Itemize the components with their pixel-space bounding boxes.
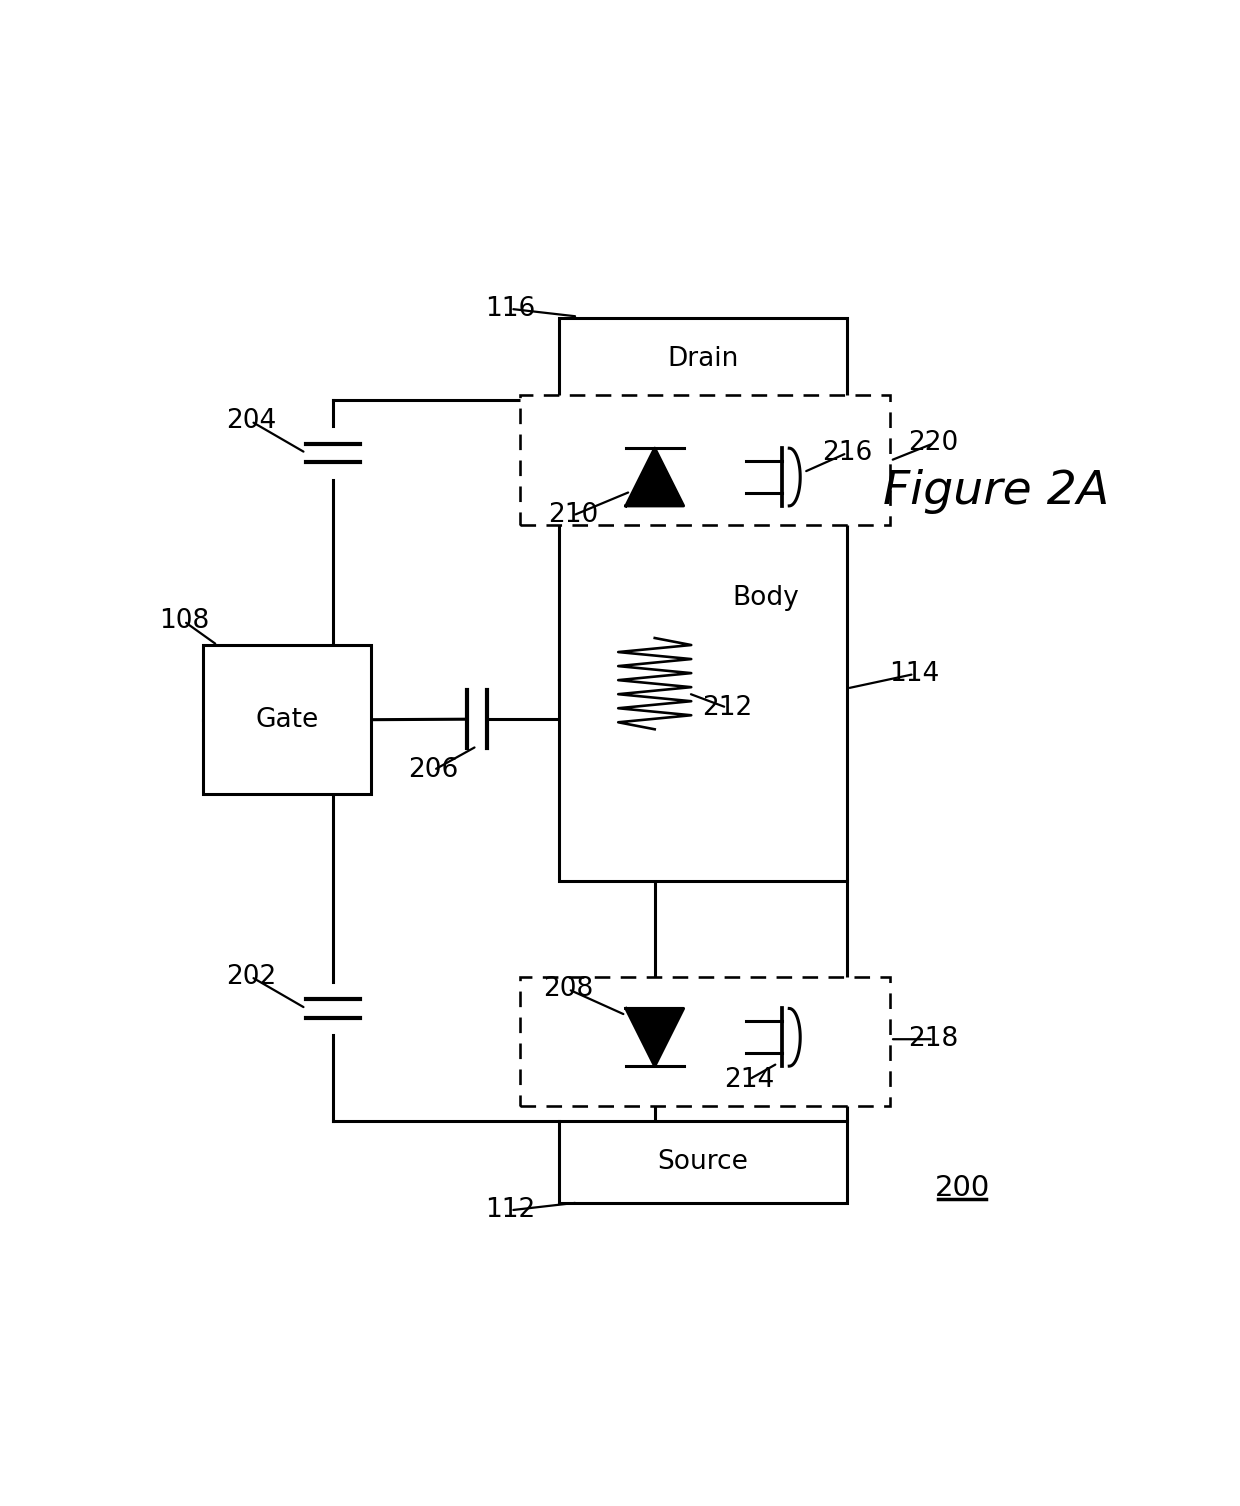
Text: 212: 212: [702, 694, 751, 721]
Text: 202: 202: [226, 964, 277, 989]
Text: Body: Body: [733, 586, 800, 611]
Text: 208: 208: [543, 976, 594, 1003]
Bar: [521, 977, 890, 1107]
Text: Figure 2A: Figure 2A: [883, 468, 1109, 514]
Bar: [558, 477, 847, 881]
Bar: [521, 396, 890, 526]
Text: Source: Source: [657, 1149, 748, 1175]
Text: 214: 214: [724, 1066, 774, 1092]
Text: 116: 116: [485, 295, 536, 322]
Text: 220: 220: [908, 431, 959, 456]
Bar: [558, 1120, 847, 1203]
Text: 206: 206: [408, 758, 459, 783]
Text: 114: 114: [889, 661, 940, 687]
Polygon shape: [626, 1009, 683, 1066]
Text: 210: 210: [548, 503, 598, 529]
Text: 108: 108: [159, 608, 210, 634]
Bar: [558, 318, 847, 401]
Text: 200: 200: [935, 1175, 990, 1202]
Text: Drain: Drain: [667, 346, 739, 372]
Bar: [203, 645, 371, 794]
Text: 204: 204: [226, 408, 277, 434]
Text: 218: 218: [908, 1026, 959, 1053]
Text: 216: 216: [822, 440, 872, 465]
Polygon shape: [626, 449, 683, 506]
Text: Gate: Gate: [255, 706, 319, 733]
Text: 112: 112: [485, 1197, 536, 1223]
